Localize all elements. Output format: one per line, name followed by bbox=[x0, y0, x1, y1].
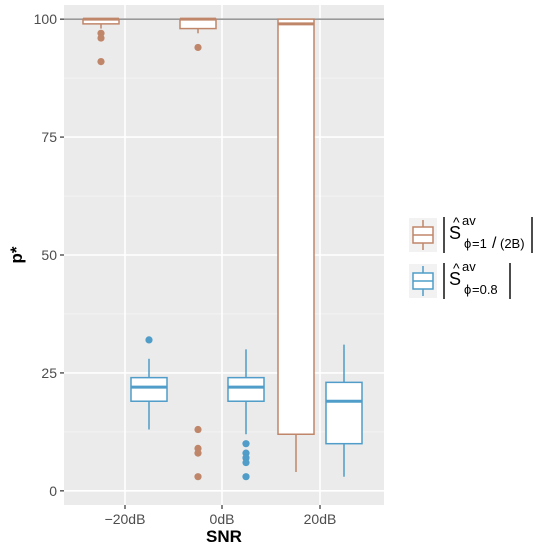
legend-superscript: av bbox=[462, 213, 476, 228]
outlier-point bbox=[194, 473, 202, 481]
box-body bbox=[227, 376, 265, 402]
box-body bbox=[277, 18, 315, 435]
legend-subscript-value: =0.8 bbox=[472, 282, 498, 297]
y-tick-label: 75 bbox=[41, 129, 57, 145]
legend-subscript-phi: ϕ bbox=[464, 236, 471, 251]
legend-symbol-hat: ^ bbox=[453, 214, 460, 230]
outlier-point bbox=[242, 440, 250, 448]
legend-subscript-slash: / bbox=[492, 235, 497, 252]
outlier-point bbox=[194, 449, 202, 457]
legend-symbol-hat: ^ bbox=[453, 260, 460, 276]
outlier-point bbox=[194, 425, 202, 434]
box-series1-1 bbox=[179, 17, 217, 481]
outlier-point bbox=[97, 58, 105, 66]
box-series2-2 bbox=[325, 344, 363, 477]
legend-superscript: av bbox=[462, 259, 476, 274]
box-series2-0 bbox=[130, 336, 168, 430]
legend-subscript-phi: ϕ bbox=[464, 282, 471, 297]
legend-subscript-denominator: (2B) bbox=[500, 236, 525, 251]
legend-key bbox=[409, 264, 437, 298]
y-tick-label: 50 bbox=[41, 247, 57, 263]
box-body bbox=[325, 381, 363, 445]
box-series1-0 bbox=[82, 17, 120, 66]
y-axis-ticks: 0 25 50 75 100 bbox=[34, 11, 64, 499]
legend-key bbox=[409, 218, 437, 252]
outlier-point bbox=[242, 458, 250, 467]
box-body bbox=[130, 376, 168, 402]
x-tick-label: −20dB bbox=[105, 511, 146, 527]
y-tick-label: 100 bbox=[34, 11, 58, 27]
boxes bbox=[82, 17, 363, 481]
x-tick-label: 20dB bbox=[304, 511, 337, 527]
x-axis-title: SNR bbox=[206, 527, 242, 546]
legend-item-1: S^ av ϕ =1 /(2B) bbox=[409, 213, 533, 253]
legend-symbol-base: S bbox=[449, 223, 461, 243]
outlier-point bbox=[97, 34, 105, 42]
box-series2-1 bbox=[227, 349, 265, 481]
y-axis-title: p* bbox=[7, 246, 26, 263]
y-tick-label: 25 bbox=[41, 365, 57, 381]
legend-subscript-value: =1 bbox=[472, 236, 487, 251]
y-tick-label: 0 bbox=[49, 483, 57, 499]
outlier-point bbox=[145, 336, 153, 344]
box-series1-2 bbox=[277, 18, 315, 472]
legend: S^ avϕ =1/(2B)S^ avϕ =0.8 bbox=[409, 213, 533, 299]
legend-symbol-base: S bbox=[449, 269, 461, 289]
outlier-point bbox=[194, 43, 202, 52]
x-tick-label: 0dB bbox=[210, 511, 235, 527]
outlier-point bbox=[242, 473, 250, 481]
x-axis-ticks: −20dB 0dB 20dB bbox=[105, 505, 337, 527]
legend-item-2: S^ av ϕ =0.8 bbox=[409, 259, 511, 299]
